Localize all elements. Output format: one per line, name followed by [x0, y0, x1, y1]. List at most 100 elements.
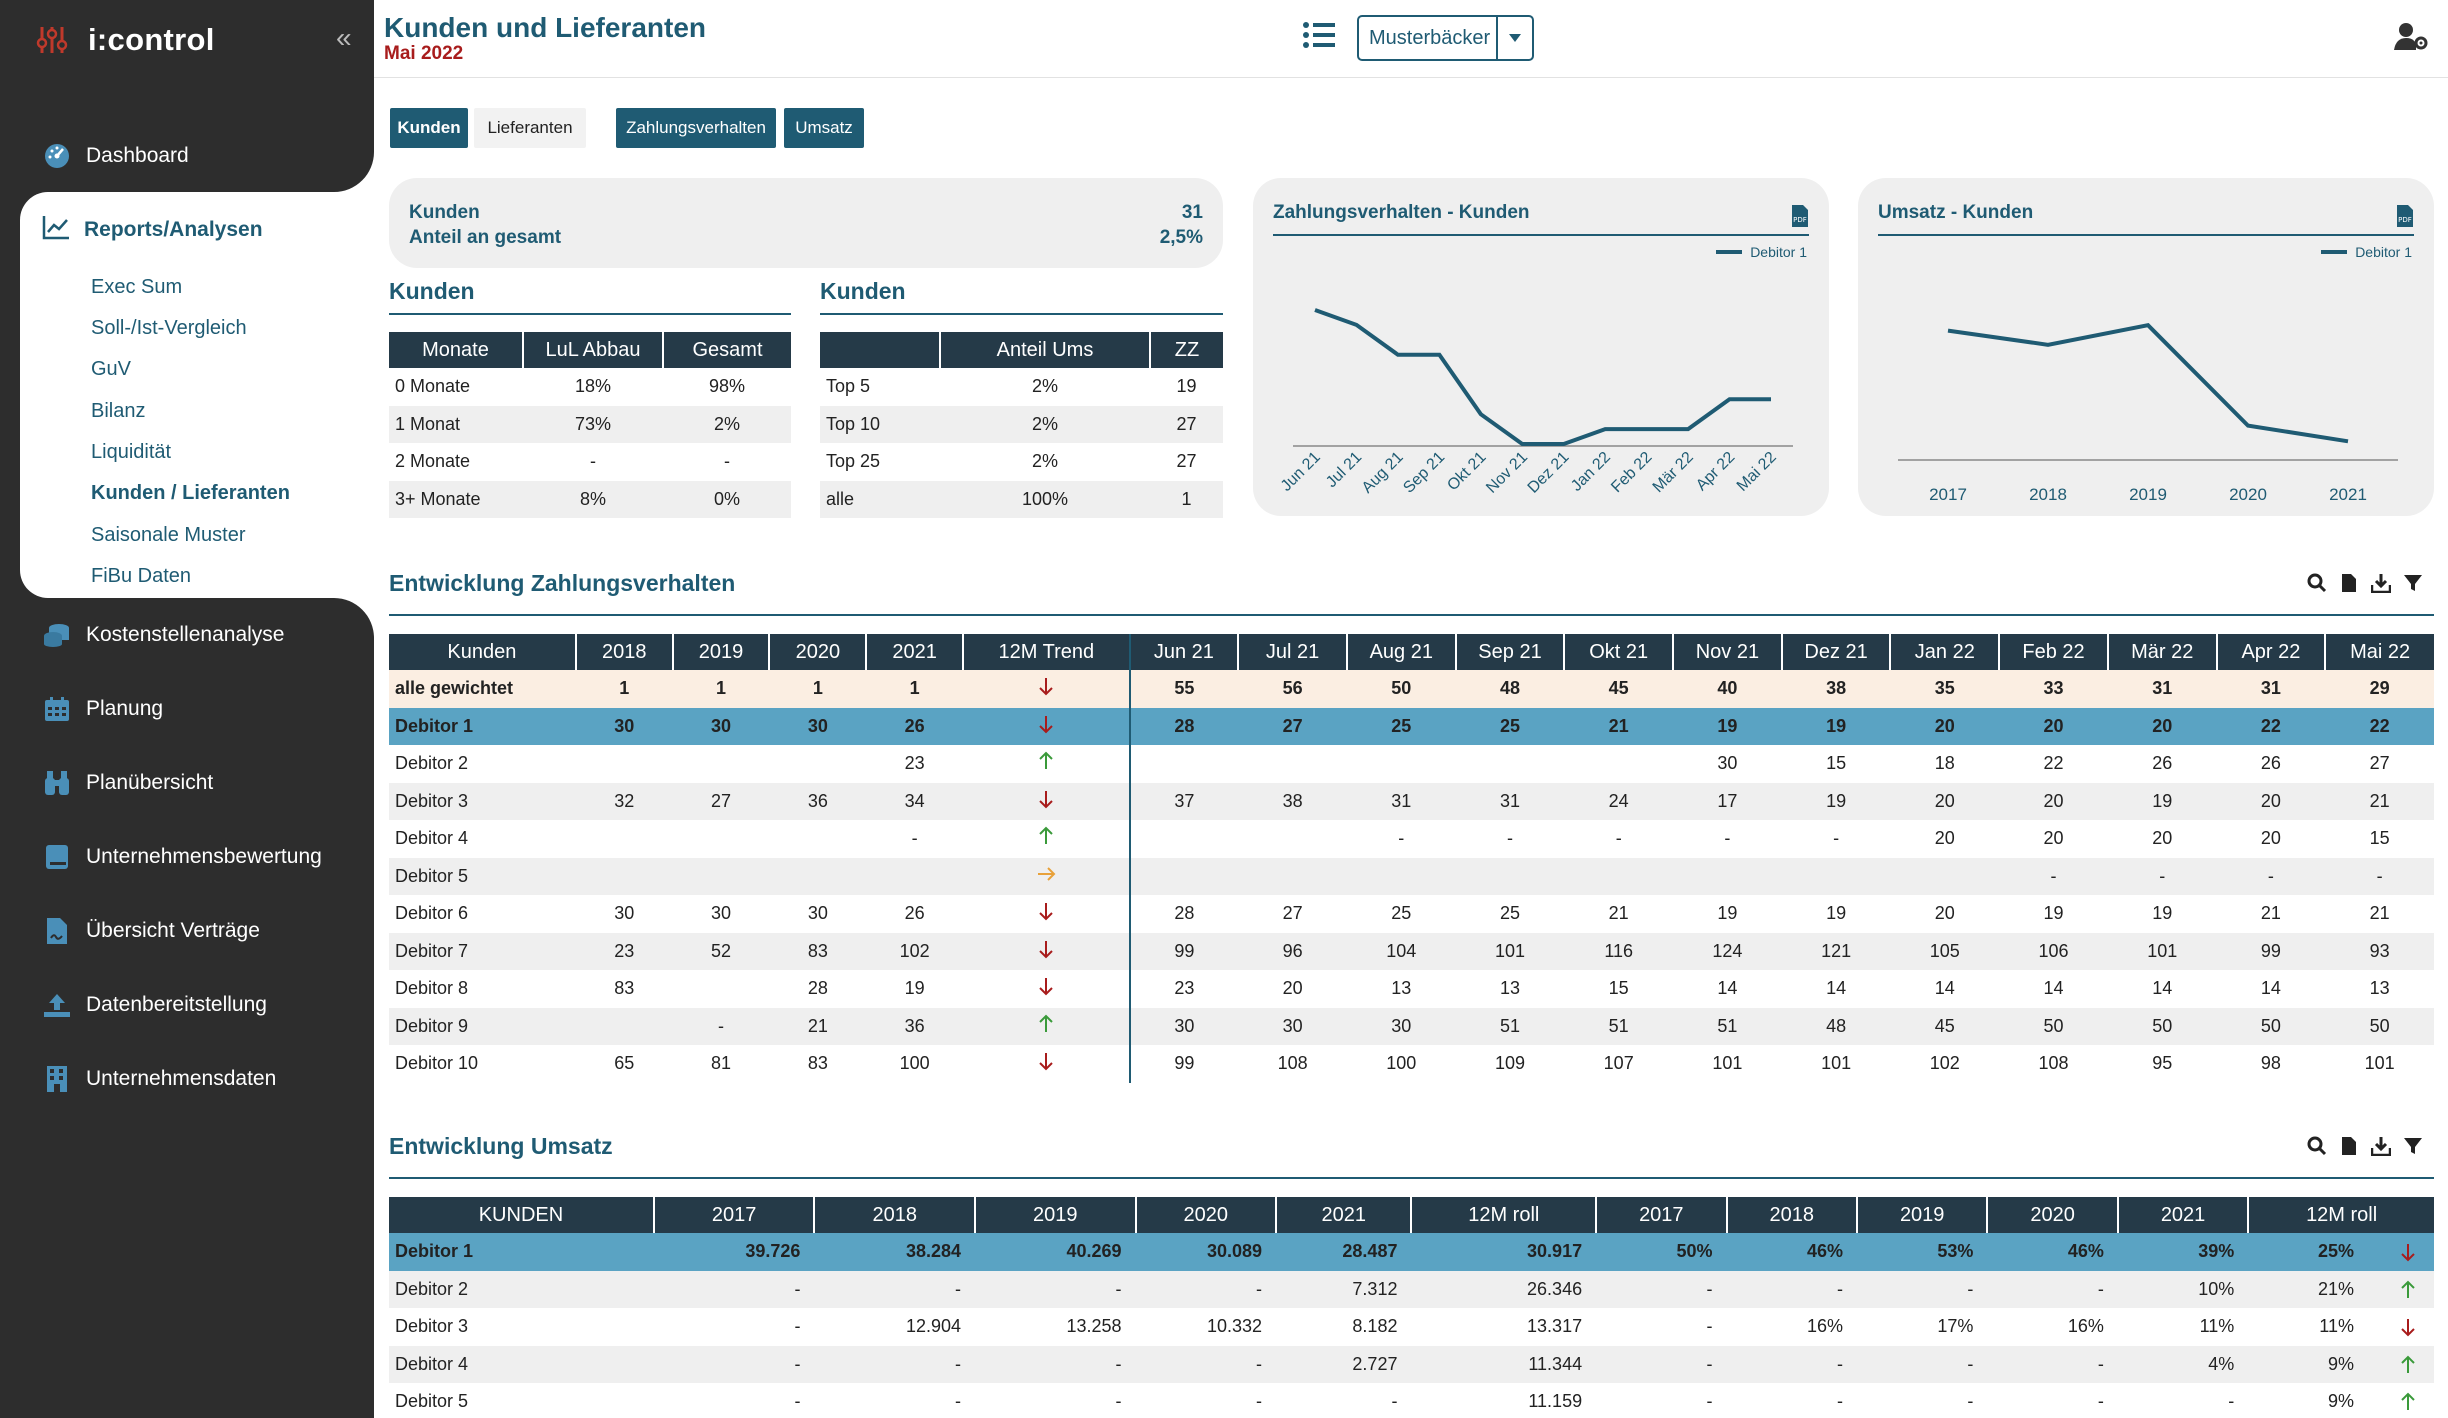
tab-umsatz[interactable]: Umsatz [784, 108, 864, 148]
year-value: 30 [807, 903, 828, 924]
download-icon[interactable] [2370, 1135, 2392, 1157]
subnav-exec-sum[interactable]: Exec Sum [91, 276, 183, 298]
filter-icon[interactable] [2402, 1135, 2424, 1157]
table-row[interactable]: Debitor 2- - - -7.312 26.346- - - -10% 21% [389, 1270, 2434, 1308]
table-row[interactable]: Debitor 5 - - - - - 11.159 - - - - - 9% [389, 1383, 2434, 1418]
filter-icon[interactable] [2402, 572, 2424, 594]
contract-icon [42, 916, 72, 946]
pdf-export-icon[interactable]: PDF [2396, 204, 2414, 228]
column-header[interactable]: 2018 [575, 634, 674, 670]
column-header[interactable]: Dez 21 [1781, 634, 1892, 670]
subnav-fibu-daten[interactable]: FiBu Daten [91, 565, 192, 587]
nav-planung[interactable]: Planung [42, 689, 163, 729]
nav-datenbereitstellung[interactable]: Datenbereitstellung [42, 985, 267, 1025]
table-row[interactable]: Debitor 5---- [389, 857, 2434, 895]
column-header[interactable]: 2021 [866, 634, 965, 670]
table-row[interactable]: Debitor 6 30 30 30 26 28 27 25 25 21 19 19 20 19 19 21 2… [389, 895, 2434, 933]
column-header[interactable]: Mai 22 [2325, 634, 2434, 670]
table-row[interactable]: Debitor 10 65 81 83 100 99 108 100 109 107 101 101 1… [389, 1045, 2434, 1083]
subnav-bilanz[interactable]: Bilanz [91, 400, 146, 422]
table-row[interactable]: Debitor 3 - 12.904 13.258 10.332 8.182 13.317 -… [389, 1308, 2434, 1346]
tab-lieferanten[interactable]: Lieferanten [474, 108, 586, 148]
subnav-liquiditaet[interactable]: Liquidität [91, 441, 172, 463]
year-value: 1 [575, 670, 673, 708]
column-header[interactable]: Jun 21 [1129, 634, 1240, 670]
table-row[interactable]: Debitor 4 - - - - - - 20 20 20 20 15 [389, 820, 2434, 858]
table-row[interactable]: Debitor 3 32 27 36 34 37 38 31 31 24 17 19 20 20 19 20 2… [389, 782, 2434, 820]
column-header[interactable]: 2021 [1276, 1197, 1413, 1233]
nav-label: Unternehmensbewertung [86, 845, 322, 868]
table-row[interactable]: Debitor 1 39.726 38.284 40.269 30.089 28.487 3… [389, 1233, 2434, 1271]
column-header[interactable]: 2018 [814, 1197, 976, 1233]
month-value: - [2325, 857, 2434, 895]
column-header[interactable]: 2020 [1135, 1197, 1278, 1233]
subnav-soll-ist[interactable]: Soll-/Ist-Vergleich [91, 317, 247, 339]
column-header[interactable]: Nov 21 [1673, 634, 1783, 670]
column-header[interactable]: Sep 21 [1455, 634, 1566, 670]
month-value: 14 [1717, 978, 1738, 999]
column-header[interactable]: 2019 [975, 1197, 1137, 1233]
logo[interactable]: i:control [36, 20, 215, 60]
nav-reports-analysen[interactable]: Reports/Analysen [42, 210, 263, 250]
column-header[interactable]: 2020 [769, 634, 868, 670]
trend-cell [963, 1045, 1131, 1083]
pdf-export-icon[interactable] [2338, 572, 2360, 594]
column-header[interactable]: 2021 [2117, 1197, 2250, 1233]
company-select[interactable]: Musterbäcker [1357, 15, 1534, 61]
column-header[interactable]: Jan 22 [1890, 634, 2001, 670]
list-icon[interactable] [1302, 20, 1336, 50]
table-row[interactable]: Debitor 8 83 28 19 23 20 13 13 15 14 14 14 14 14 14 13 [389, 970, 2434, 1008]
value-cell: 46% [1987, 1233, 2118, 1271]
column-header[interactable]: Apr 22 [2216, 634, 2327, 670]
nav-planuebersicht[interactable]: Planübersicht [42, 763, 213, 803]
search-icon[interactable] [2306, 1135, 2328, 1157]
tab-kunden[interactable]: Kunden [390, 108, 468, 148]
value-text: 11% [2319, 1316, 2354, 1337]
column-header[interactable]: Aug 21 [1346, 634, 1457, 670]
year-value: 28 [807, 978, 828, 999]
column-header[interactable]: Jul 21 [1238, 634, 1348, 670]
table-row[interactable]: Debitor 7 23 52 83 102 99 96 104 101 116 124 121 105… [389, 932, 2434, 970]
table-row[interactable]: Debitor 1 30 30 30 26 28 27 25 25 21 19 19 20 20 20 22 2… [389, 707, 2434, 745]
month-value [1130, 820, 1239, 858]
month-value: 35 [1890, 670, 2000, 708]
table-cell: 0 Monate [395, 376, 471, 397]
column-header[interactable]: KUNDEN [389, 1197, 655, 1233]
column-header[interactable]: 2020 [1987, 1197, 2119, 1233]
tab-zahlungsverhalten[interactable]: Zahlungsverhalten [616, 108, 776, 148]
column-header[interactable]: Okt 21 [1564, 634, 1675, 670]
year-value: 30 [575, 707, 673, 745]
column-header[interactable]: Feb 22 [1999, 634, 2109, 670]
column-header[interactable]: Mär 22 [2107, 634, 2218, 670]
company-select-value: Musterbäcker [1369, 26, 1491, 49]
column-header[interactable]: 2018 [1726, 1197, 1858, 1233]
month-value: - [1615, 828, 1622, 849]
nav-dashboard[interactable]: Dashboard [42, 136, 189, 176]
column-header[interactable]: 12M roll [2248, 1197, 2434, 1233]
column-header[interactable]: 2017 [1596, 1197, 1728, 1233]
pdf-export-icon[interactable] [2338, 1135, 2360, 1157]
subnav-saisonale-muster[interactable]: Saisonale Muster [91, 524, 246, 546]
table-row[interactable]: Debitor 2 23 30 15 18 22 26 26 27 [389, 745, 2434, 783]
nav-unternehmensdaten[interactable]: Unternehmensdaten [42, 1059, 276, 1099]
table-row[interactable]: Debitor 4- - - -2.727 11.344- - - -4% 9% [389, 1345, 2434, 1383]
search-icon[interactable] [2306, 572, 2328, 594]
column-header[interactable]: 2017 [653, 1197, 816, 1233]
nav-kostenstellenanalyse[interactable]: Kostenstellenanalyse [42, 615, 284, 655]
subnav-kunden-lieferanten[interactable]: Kunden / Lieferanten [91, 482, 290, 504]
nav-unternehmensbewertung[interactable]: Unternehmensbewertung [42, 837, 322, 877]
nav-uebersicht-vertraege[interactable]: Übersicht Verträge [42, 911, 260, 951]
pdf-export-icon[interactable]: PDF [1791, 204, 1809, 228]
collapse-sidebar-icon[interactable]: « [336, 22, 352, 53]
user-settings-icon[interactable] [2394, 22, 2428, 52]
column-header[interactable]: 2019 [1856, 1197, 1989, 1233]
table-row[interactable]: Debitor 9-21 36 30 30 30 51 51 51 48 45 50 50 50 50 [389, 1007, 2434, 1045]
download-icon[interactable] [2370, 572, 2392, 594]
column-header[interactable]: 12M Trend [963, 634, 1131, 670]
column-header[interactable]: Kunden [389, 634, 577, 670]
subnav-guv[interactable]: GuV [91, 358, 132, 380]
column-header[interactable]: 2019 [672, 634, 771, 670]
table-row[interactable]: alle gewichtet 1 1 1 1 55 56 50 48 45 40 38 35 33 31 31… [389, 670, 2434, 708]
column-header[interactable]: 12M roll [1411, 1197, 1598, 1233]
row-name: Debitor 10 [395, 1053, 479, 1074]
